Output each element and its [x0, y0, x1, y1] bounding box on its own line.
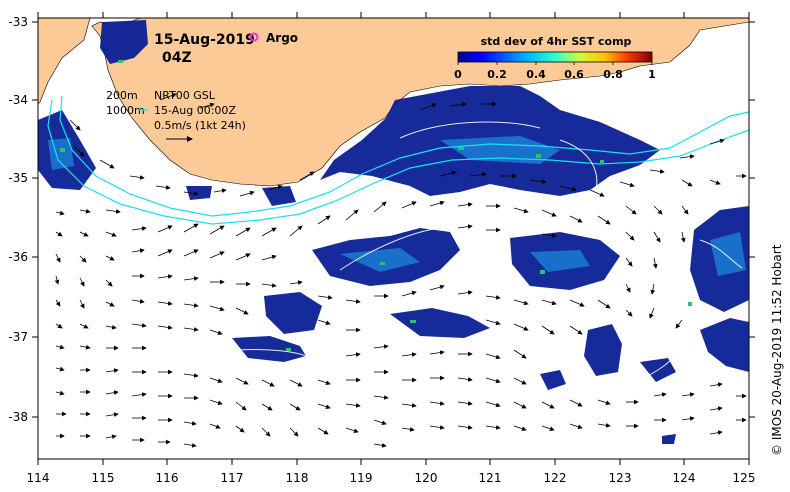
colorbar-tick-label: 0.8	[603, 68, 623, 81]
x-tick-label: 121	[479, 471, 502, 485]
colorbar-ticks	[457, 62, 653, 65]
y-tick-label: -37	[8, 330, 28, 344]
colorbar-tick-label: 1	[648, 68, 656, 81]
x-tick-label: 122	[544, 471, 567, 485]
colorbar-labels: 0 0.2 0.4 0.6 0.8 1	[454, 68, 656, 81]
axis-ticks	[32, 12, 755, 465]
credit-text: © IMOS 20-Aug-2019 11:52 Hobart	[770, 244, 784, 456]
colorbar-tick-label: 0.2	[487, 68, 507, 81]
legend-product: NRT00 GSL	[154, 89, 216, 102]
map-time: 04Z	[162, 50, 192, 66]
legend-time: 15-Aug 00:00Z	[154, 104, 236, 117]
y-tick-label: -35	[8, 171, 28, 185]
x-tick-label: 117	[221, 471, 244, 485]
sst-highlights	[48, 136, 746, 276]
current-arrows	[54, 93, 747, 448]
x-tick-label: 119	[350, 471, 373, 485]
y-tick-label: -38	[8, 410, 28, 424]
x-tick-label: 115	[92, 471, 115, 485]
argo-legend-label: Argo	[266, 31, 298, 45]
colorbar-tick-label: 0.4	[526, 68, 546, 81]
x-tick-label: 120	[415, 471, 438, 485]
argo-marker-icon	[249, 32, 259, 42]
colorbar-title: std dev of 4hr SST comp	[481, 35, 632, 48]
x-tick-label: 118	[286, 471, 309, 485]
legend-scale: 0.5m/s (1kt 24h)	[154, 119, 246, 132]
y-tick-label: -36	[8, 250, 28, 264]
x-tick-label: 125	[733, 471, 756, 485]
x-axis-labels: 114 115 116 117 118 119 120 121 122 123 …	[27, 471, 756, 485]
isobath-200m	[59, 95, 749, 217]
sst-green-specks	[60, 60, 692, 351]
x-tick-label: 123	[609, 471, 632, 485]
x-tick-label: 124	[673, 471, 696, 485]
sea-level-contours	[239, 121, 743, 381]
y-tick-label: -33	[8, 15, 28, 29]
colorbar	[457, 51, 653, 63]
colorbar-tick-label: 0.6	[564, 68, 584, 81]
plot-frame	[37, 17, 750, 460]
colorbar-tick-label: 0	[454, 68, 462, 81]
isobath-1000m	[47, 99, 749, 225]
map-date: 15-Aug-2019	[154, 32, 255, 48]
y-tick-label: -34	[8, 93, 28, 107]
legend-200m: 200m	[106, 89, 138, 102]
x-tick-label: 116	[156, 471, 179, 485]
legend-1000m: 1000m	[106, 104, 145, 117]
x-tick-label: 114	[27, 471, 50, 485]
y-axis-labels: -33 -34 -35 -36 -37 -38	[8, 15, 28, 424]
